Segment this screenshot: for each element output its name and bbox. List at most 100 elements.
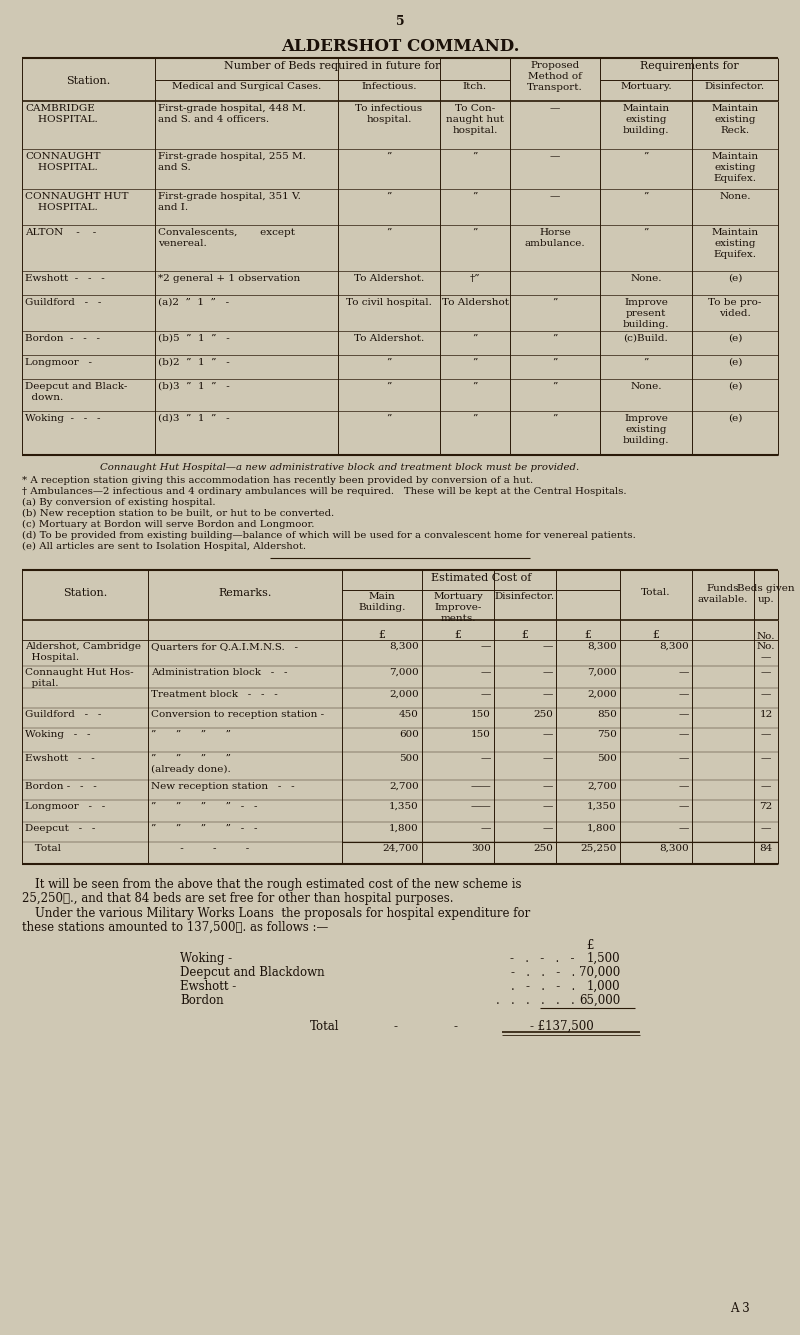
- Text: ”      ”      ”      ”   -   -: ” ” ” ” - -: [151, 824, 258, 833]
- Text: 300: 300: [471, 844, 491, 853]
- Text: —: —: [678, 754, 689, 764]
- Text: Bordon: Bordon: [180, 995, 224, 1007]
- Text: Funds
available.: Funds available.: [698, 583, 748, 605]
- Text: 25,250: 25,250: [581, 844, 617, 853]
- Text: (e) All articles are sent to Isolation Hospital, Aldershot.: (e) All articles are sent to Isolation H…: [22, 542, 306, 551]
- Text: New reception station   -   -: New reception station - -: [151, 782, 294, 792]
- Text: First-grade hospital, 351 V.
and I.: First-grade hospital, 351 V. and I.: [158, 192, 301, 212]
- Text: —: —: [542, 802, 553, 810]
- Text: -: -: [453, 1020, 457, 1033]
- Text: ”: ”: [386, 152, 392, 162]
- Text: —: —: [550, 152, 560, 162]
- Text: Deepcut and Blackdown: Deepcut and Blackdown: [180, 967, 325, 979]
- Text: —: —: [481, 754, 491, 764]
- Text: ”: ”: [552, 358, 558, 367]
- Text: 1,350: 1,350: [390, 802, 419, 810]
- Text: ”: ”: [643, 192, 649, 202]
- Text: ”: ”: [552, 334, 558, 343]
- Text: Bordon -   -   -: Bordon - - -: [25, 782, 97, 792]
- Text: To infectious
hospital.: To infectious hospital.: [355, 104, 422, 124]
- Text: Guildford   -   -: Guildford - -: [25, 298, 102, 307]
- Text: 1,000: 1,000: [586, 980, 620, 993]
- Text: Woking -: Woking -: [180, 952, 232, 965]
- Text: —: —: [542, 642, 553, 651]
- Text: Beds given
up.: Beds given up.: [737, 583, 795, 605]
- Text: ”      ”      ”      ”
(already done).: ” ” ” ” (already done).: [151, 754, 231, 774]
- Text: ”: ”: [643, 358, 649, 367]
- Text: Woking   -   -: Woking - -: [25, 730, 90, 740]
- Text: 150: 150: [471, 710, 491, 720]
- Text: (d) To be provided from existing building—balance of which will be used for a co: (d) To be provided from existing buildin…: [22, 531, 636, 541]
- Text: ”: ”: [386, 228, 392, 238]
- Text: ”      ”      ”      ”   -   -: ” ” ” ” - -: [151, 802, 258, 810]
- Text: Proposed
Method of
Transport.: Proposed Method of Transport.: [527, 61, 583, 92]
- Text: Estimated Cost of: Estimated Cost of: [431, 573, 531, 583]
- Text: (e): (e): [728, 334, 742, 343]
- Text: Maintain
existing
Equifex.: Maintain existing Equifex.: [711, 152, 758, 183]
- Text: 2,000: 2,000: [587, 690, 617, 700]
- Text: Woking  -   -   -: Woking - - -: [25, 414, 101, 423]
- Text: 12: 12: [759, 710, 773, 720]
- Text: 7,000: 7,000: [390, 668, 419, 677]
- Text: ”: ”: [472, 192, 478, 202]
- Text: 250: 250: [533, 844, 553, 853]
- Text: these stations amounted to 137,500ℓ. as follows :—: these stations amounted to 137,500ℓ. as …: [22, 921, 328, 934]
- Text: Total.: Total.: [642, 587, 670, 597]
- Text: 65,000: 65,000: [578, 995, 620, 1007]
- Text: Total: Total: [25, 844, 61, 853]
- Text: (d)3  ”  1  ”   -: (d)3 ” 1 ” -: [158, 414, 230, 423]
- Text: To civil hospital.: To civil hospital.: [346, 298, 432, 307]
- Text: 500: 500: [399, 754, 419, 764]
- Text: ”: ”: [643, 228, 649, 238]
- Text: ”: ”: [472, 414, 478, 423]
- Text: First-grade hospital, 448 M.
and S. and 4 officers.: First-grade hospital, 448 M. and S. and …: [158, 104, 306, 124]
- Text: Maintain
existing
Equifex.: Maintain existing Equifex.: [711, 228, 758, 259]
- Text: 750: 750: [597, 730, 617, 740]
- Text: 1,800: 1,800: [587, 824, 617, 833]
- Text: Deepcut and Black-
  down.: Deepcut and Black- down.: [25, 382, 127, 402]
- Text: A 3: A 3: [730, 1302, 750, 1315]
- Text: —: —: [678, 824, 689, 833]
- Text: ”: ”: [472, 228, 478, 238]
- Text: Under the various Military Works Loans  the proposals for hospital expenditure f: Under the various Military Works Loans t…: [35, 906, 530, 920]
- Text: —: —: [678, 802, 689, 810]
- Text: Treatment block   -   -   -: Treatment block - - -: [151, 690, 278, 700]
- Text: Improve
existing
building.: Improve existing building.: [622, 414, 670, 445]
- Text: Main
Building.: Main Building.: [358, 591, 406, 613]
- Text: † Ambulances—2 infectious and 4 ordinary ambulances will be required.   These wi: † Ambulances—2 infectious and 4 ordinary…: [22, 487, 626, 497]
- Text: —: —: [481, 690, 491, 700]
- Text: ——: ——: [470, 782, 491, 792]
- Text: Longmoor   -: Longmoor -: [25, 358, 92, 367]
- Text: 600: 600: [399, 730, 419, 740]
- Text: ”      ”      ”      ”: ” ” ” ”: [151, 730, 231, 740]
- Text: CONNAUGHT HUT
    HOSPITAL.: CONNAUGHT HUT HOSPITAL.: [25, 192, 129, 212]
- Text: 70,000: 70,000: [578, 967, 620, 979]
- Text: -: -: [393, 1020, 397, 1033]
- Text: £: £: [585, 630, 591, 639]
- Text: - £137,500: - £137,500: [530, 1020, 594, 1033]
- Text: Infectious.: Infectious.: [362, 81, 417, 91]
- Text: ”: ”: [386, 382, 392, 391]
- Text: Ewshott   -   -: Ewshott - -: [25, 754, 94, 764]
- Text: Number of Beds required in future for: Number of Beds required in future for: [224, 61, 441, 71]
- Text: £: £: [454, 630, 462, 639]
- Text: —: —: [481, 824, 491, 833]
- Text: £: £: [522, 630, 529, 639]
- Text: ”: ”: [552, 414, 558, 423]
- Text: -   .   -   .   -: - . - . -: [510, 952, 575, 965]
- Text: ”: ”: [386, 192, 392, 202]
- Text: £: £: [586, 939, 594, 952]
- Text: —: —: [542, 754, 553, 764]
- Text: ”: ”: [386, 414, 392, 423]
- Text: (b) New reception station to be built, or hut to be converted.: (b) New reception station to be built, o…: [22, 509, 334, 518]
- Text: 2,000: 2,000: [390, 690, 419, 700]
- Text: No.
—: No. —: [757, 642, 775, 662]
- Text: First-grade hospital, 255 M.
and S.: First-grade hospital, 255 M. and S.: [158, 152, 306, 172]
- Text: —: —: [761, 668, 771, 677]
- Text: It will be seen from the above that the rough estimated cost of the new scheme i: It will be seen from the above that the …: [35, 878, 522, 890]
- Text: Improve
present
building.: Improve present building.: [622, 298, 670, 330]
- Text: Station.: Station.: [63, 587, 107, 598]
- Text: 450: 450: [399, 710, 419, 720]
- Text: ”: ”: [472, 152, 478, 162]
- Text: 5: 5: [396, 15, 404, 28]
